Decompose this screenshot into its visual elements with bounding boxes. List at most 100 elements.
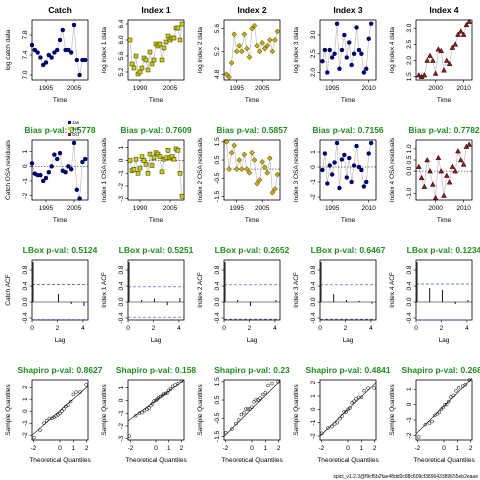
data-point [41, 62, 46, 68]
data-point [267, 155, 273, 161]
data-point [269, 189, 276, 196]
panel-title: Bias p-val: 0.7609 [120, 125, 192, 135]
data-point [455, 148, 461, 154]
qq-point [32, 435, 36, 440]
data-point [435, 46, 442, 52]
x-axis-label: Theoretical Quantiles [317, 457, 379, 464]
x-axis-label: Theoretical Quantiles [125, 457, 187, 464]
qq-point [454, 389, 458, 393]
data-point [131, 167, 137, 172]
x-tick-label: 2010 [361, 205, 376, 212]
x-axis-label: Time [437, 97, 452, 104]
plot-frame [319, 139, 377, 201]
data-point [131, 65, 137, 71]
data-point [38, 55, 43, 60]
x-tick-label: 1995 [39, 205, 54, 212]
data-point [143, 57, 149, 63]
data-point [347, 40, 352, 45]
data-point [269, 48, 276, 55]
qq-point [320, 431, 324, 436]
data-point [52, 50, 57, 55]
x-tick-label: 1990 [133, 85, 148, 92]
y-tick-label: -2 [406, 432, 413, 438]
x-axis-label: Time [437, 217, 452, 224]
qq-point [326, 426, 330, 430]
legend-label: Oct [72, 132, 80, 137]
y-tick-label: 0.5 [214, 395, 221, 404]
panel-qq-index3: Shapiro p-val: 0.4841 Theoretical Quantil… [293, 365, 391, 464]
qq-point [276, 380, 280, 384]
y-tick-label: 1 [406, 387, 413, 391]
panel-qq-catch: Shapiro p-val: 0.8627 Theoretical Quantil… [5, 365, 103, 464]
y-axis-label: Index 3 ACF [293, 272, 300, 308]
data-point [351, 51, 357, 56]
data-point [149, 61, 155, 67]
data-point [438, 168, 445, 174]
qq-point [163, 391, 168, 396]
data-point [175, 148, 181, 153]
x-tick-label: 2010 [361, 85, 376, 92]
qq-point [416, 435, 421, 439]
y-tick-label: 1 [310, 394, 317, 398]
y-tick-label: 0 [310, 407, 317, 411]
data-point [165, 148, 171, 153]
y-tick-label: 2 [22, 385, 29, 389]
data-point [32, 47, 37, 53]
qq-point [340, 414, 344, 418]
y-tick-label: 2.0 [310, 68, 317, 77]
data-point [133, 53, 139, 59]
y-axis-label: Catch OSA residuals [5, 139, 12, 200]
x-axis-label: Lag [247, 337, 258, 344]
data-point [334, 140, 340, 146]
qq-point [161, 392, 166, 396]
data-point [449, 44, 456, 50]
y-tick-label: 0.8 [22, 265, 29, 274]
qq-point [352, 399, 356, 404]
qq-point [137, 411, 142, 415]
data-point [466, 18, 473, 24]
x-tick-label: 1 [360, 445, 364, 452]
y-axis-label: log catch data [5, 29, 12, 70]
y-tick-label: 0.0 [118, 297, 125, 306]
y-tick-label: 2.0 [406, 56, 413, 65]
data-point [228, 149, 235, 156]
data-point [246, 169, 253, 176]
x-tick-label: 4 [369, 325, 373, 332]
data-point [452, 41, 459, 47]
x-tick-label: 0 [58, 445, 62, 452]
data-point [427, 52, 433, 58]
data-point [460, 161, 467, 167]
y-tick-label: -1 [406, 417, 413, 423]
y-tick-label: -1 [118, 410, 125, 416]
qq-point [68, 399, 73, 404]
panel-title: LBox p-val: 0.1234 [407, 245, 480, 255]
qq-point [62, 407, 66, 411]
data-point [66, 47, 71, 53]
y-tick-label: 0.4 [406, 281, 413, 290]
data-point [457, 28, 464, 34]
y-axis-label: Index 1 OSA residuals [101, 137, 108, 202]
y-axis-label: log index 4 data [389, 27, 396, 73]
data-point [161, 45, 167, 51]
data-point [63, 169, 68, 175]
data-point [145, 67, 151, 73]
data-point [354, 143, 359, 149]
qq-point [456, 385, 461, 390]
x-tick-label: -2 [318, 445, 324, 452]
x-tick-label: 1 [264, 445, 268, 452]
data-point [177, 37, 183, 43]
data-point [165, 33, 171, 39]
data-point [171, 35, 177, 41]
plot-frame [415, 379, 473, 441]
x-axis-label: Theoretical Quantiles [29, 457, 91, 464]
data-point [351, 163, 357, 168]
series-line [129, 23, 183, 75]
data-point [361, 184, 367, 189]
data-point [320, 167, 325, 173]
data-point [74, 187, 80, 192]
y-tick-label: 5.2 [118, 67, 125, 76]
qq-point [44, 419, 49, 423]
y-tick-label: -2 [118, 183, 125, 189]
data-point [339, 157, 345, 162]
data-point [129, 61, 135, 67]
